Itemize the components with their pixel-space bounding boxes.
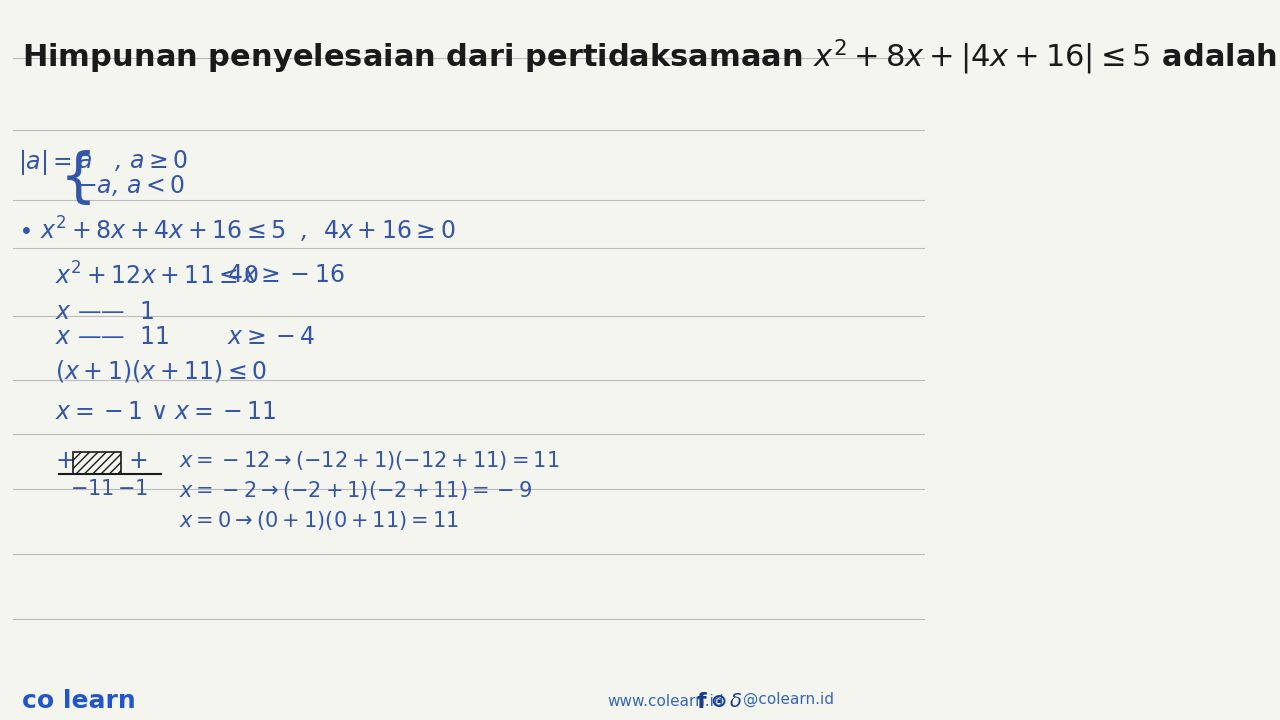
Text: $(x+1)(x+11) \leq 0$: $(x+1)(x+11) \leq 0$ xyxy=(55,358,268,384)
Text: @colearn.id: @colearn.id xyxy=(744,692,835,707)
Text: $+$: $+$ xyxy=(55,449,74,474)
Text: $\bullet$ $x^2+8x+4x+16 \leq 5$  ,  $4x+16 \geq 0$: $\bullet$ $x^2+8x+4x+16 \leq 5$ , $4x+16… xyxy=(18,215,456,245)
Text: $\mathbf{\odot}$: $\mathbf{\odot}$ xyxy=(710,692,727,711)
Text: $+$: $+$ xyxy=(128,449,147,474)
Text: $-a$, $a < 0$: $-a$, $a < 0$ xyxy=(77,173,186,198)
Text: $x=-12 \rightarrow (-12+1)(-12+11) = 11$: $x=-12 \rightarrow (-12+1)(-12+11) = 11$ xyxy=(179,449,559,472)
Text: $\{$: $\{$ xyxy=(59,148,91,207)
Text: $\mathbf{f}$: $\mathbf{f}$ xyxy=(696,692,708,712)
Text: $x \geq -4$: $x \geq -4$ xyxy=(227,325,315,348)
Text: $x$ ——  $1$: $x$ —— $1$ xyxy=(55,300,154,323)
Bar xyxy=(73,452,120,474)
Text: $x=0 \rightarrow (0+1)(0+11) = 11$: $x=0 \rightarrow (0+1)(0+11) = 11$ xyxy=(179,509,460,532)
Text: $x$ ——  $11$: $x$ —— $11$ xyxy=(55,325,169,348)
Text: $-11$: $-11$ xyxy=(69,480,114,500)
Text: $x^2+12x+11 \leq 0$: $x^2+12x+11 \leq 0$ xyxy=(55,263,259,290)
Text: $|a|=$: $|a|=$ xyxy=(18,148,73,177)
Text: $x=-2 \rightarrow (-2+1)(-2+11) = -9$: $x=-2 \rightarrow (-2+1)(-2+11) = -9$ xyxy=(179,480,532,503)
Text: www.colearn.id: www.colearn.id xyxy=(608,694,724,709)
Text: $-1$: $-1$ xyxy=(118,480,148,500)
Text: co learn: co learn xyxy=(22,689,136,713)
Text: $x=-1$ $\vee$ $x=-11$: $x=-1$ $\vee$ $x=-11$ xyxy=(55,400,276,423)
Text: $4x \geq -16$: $4x \geq -16$ xyxy=(227,263,344,287)
Text: $\delta$: $\delta$ xyxy=(728,692,741,711)
Text: Himpunan penyelesaian dari pertidaksamaan $\mathit{x}^2+8\mathit{x}+|4\mathit{x}: Himpunan penyelesaian dari pertidaksamaa… xyxy=(22,38,1280,78)
Text: $a$   , $a \geq 0$: $a$ , $a \geq 0$ xyxy=(77,148,188,173)
